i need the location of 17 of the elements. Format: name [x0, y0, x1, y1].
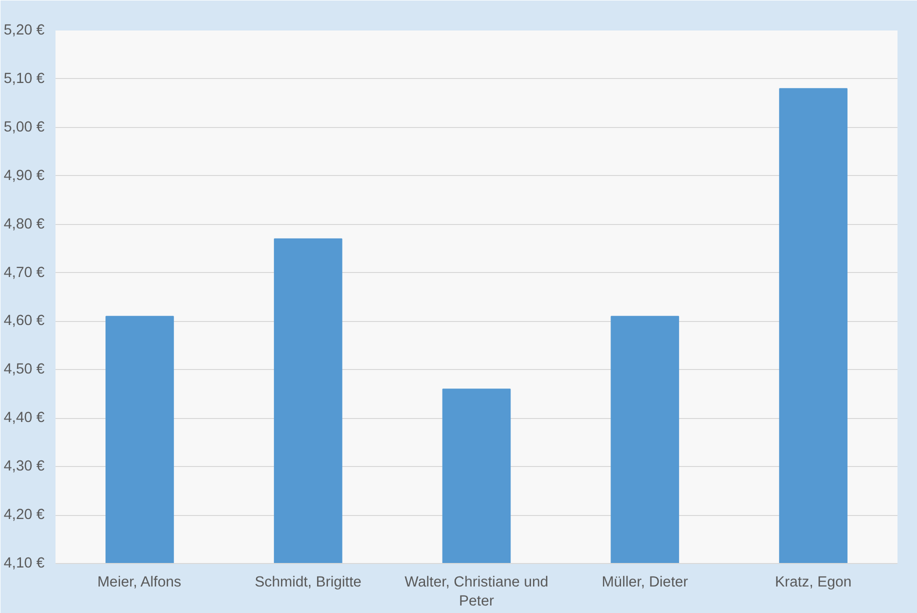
y-tick-label: 5,00 €	[4, 119, 44, 136]
y-tick-label: 4,50 €	[4, 362, 44, 378]
y-tick-label: 4,60 €	[4, 313, 44, 330]
x-tick-label: Müller, Dieter	[602, 574, 688, 590]
y-tick-label: 5,10 €	[4, 70, 44, 87]
x-tick-label: Kratz, Egon	[775, 574, 852, 590]
y-tick-label: 4,30 €	[4, 458, 44, 475]
y-tick-label: 4,80 €	[4, 216, 44, 232]
y-tick-label: 4,10 €	[4, 556, 44, 572]
y-tick-label: 4,40 €	[4, 410, 44, 426]
x-tick-label: Meier, Alfons	[97, 574, 182, 590]
x-tick-label: Walter, Christiane und Peter	[404, 574, 548, 610]
y-tick-label: 5,20 €	[4, 22, 44, 38]
y-tick-label: 4,70 €	[4, 264, 44, 281]
x-tick-label: Schmidt, Brigitte	[254, 574, 362, 590]
y-tick-label: 4,90 €	[4, 168, 44, 184]
y-tick-label: 4,20 €	[4, 507, 44, 524]
